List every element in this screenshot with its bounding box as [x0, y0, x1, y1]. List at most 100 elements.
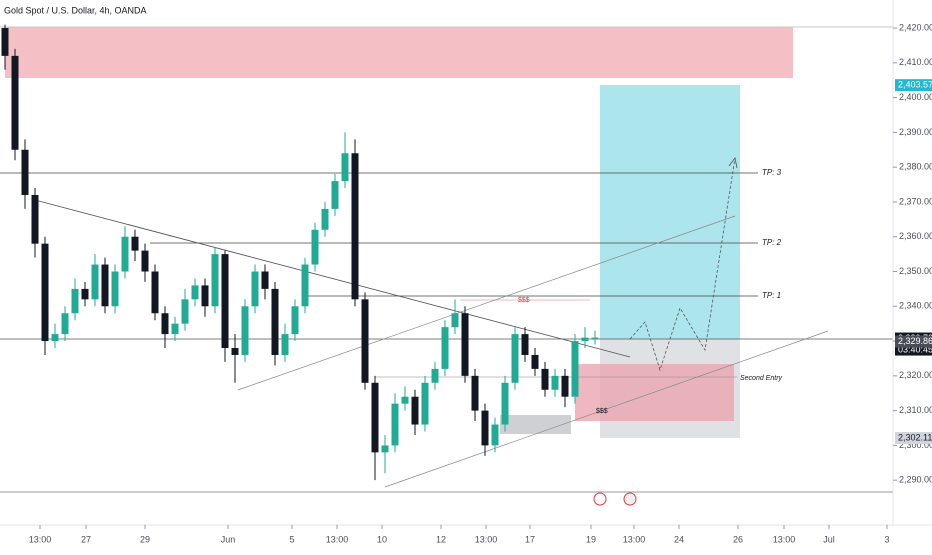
projection-path: [629, 157, 736, 372]
y-tick-label: 2,290.000: [899, 475, 932, 485]
candle-body: [551, 375, 559, 390]
price-tag: [895, 335, 932, 348]
x-tick-label: 19: [586, 534, 596, 544]
candle-body: [261, 271, 269, 289]
candle-body: [391, 403, 399, 446]
x-tick-label: 13:00: [29, 534, 52, 544]
candle-body: [241, 306, 249, 355]
candle-body: [11, 55, 19, 150]
candle-body: [401, 396, 409, 404]
y-tick-label: 2,310.000: [899, 405, 932, 415]
candle-body: [331, 181, 339, 209]
candle-body: [281, 334, 289, 355]
candle-body: [291, 306, 299, 335]
channel-line: [237, 215, 736, 391]
x-tick-label: Jul: [823, 534, 835, 544]
candle-body: [471, 375, 479, 411]
candle-body: [61, 313, 69, 335]
candle-body: [451, 313, 459, 328]
candle-body: [181, 299, 189, 324]
candle-body: [351, 153, 359, 300]
candle-body: [131, 236, 139, 251]
drawing-layer: TP: 3 TP: 2 TP: 1 Second Entry $$$ $$$: [0, 26, 893, 493]
candle-body: [311, 229, 319, 265]
demand-zone: [500, 415, 571, 434]
candle-body: [371, 382, 379, 453]
arrow-head: [728, 157, 738, 169]
candle-body: [581, 337, 589, 342]
x-tick-label: 27: [81, 534, 91, 544]
y-tick-label: 2,300.000: [899, 440, 932, 450]
candle-body: [1, 28, 9, 56]
candle-body: [561, 375, 569, 397]
second-entry-label: Second Entry: [740, 375, 783, 382]
event-icon[interactable]: [623, 492, 637, 506]
x-tick-label: 3: [884, 534, 889, 544]
candle-body: [361, 299, 369, 383]
y-tick-label: 2,400.000: [899, 92, 932, 102]
tp3-label: TP: 3: [762, 168, 782, 177]
candle-body: [31, 194, 39, 244]
x-tick-label: 13:00: [773, 534, 796, 544]
x-tick-label: 29: [140, 534, 150, 544]
x-tick-label: 24: [674, 534, 684, 544]
candle-body: [221, 254, 229, 349]
candle-body: [121, 236, 129, 272]
x-tick-label: 12: [436, 534, 446, 544]
x-tick-label: Jun: [221, 534, 236, 544]
candle-body: [481, 410, 489, 446]
candle-body: [81, 288, 89, 300]
trend-line: [34, 199, 631, 358]
candle-body: [161, 313, 169, 335]
price-tag-label: 2,329.863: [898, 336, 932, 346]
x-tick-label: 13:00: [623, 534, 646, 544]
price-tag-label: 2,403.577: [898, 80, 932, 90]
x-tick-label: 10: [377, 534, 387, 544]
chart-title: Gold Spot / U.S. Dollar, 4h, OANDA: [4, 5, 147, 15]
candle-body: [491, 424, 499, 446]
candle-body: [71, 288, 79, 314]
tp1-label: TP: 1: [762, 291, 781, 300]
candle-body: [531, 354, 539, 369]
x-tick-label: 13:00: [326, 534, 349, 544]
x-tick-label: 17: [525, 534, 535, 544]
candle-body: [171, 323, 179, 335]
candle-body: [591, 337, 599, 339]
candle-body: [571, 341, 579, 397]
x-tick-label: 26: [733, 534, 743, 544]
candle-body: [191, 285, 199, 300]
y-tick-label: 2,410.000: [899, 57, 932, 67]
y-tick-label: 2,380.000: [899, 162, 932, 172]
liquidity-label: $$$: [518, 297, 530, 304]
candle-body: [301, 264, 309, 307]
y-tick-label: 2,390.000: [899, 127, 932, 137]
candle-body: [41, 243, 49, 342]
candle-body: [321, 208, 329, 230]
candle-body: [521, 334, 529, 355]
countdown: 03:40:45: [898, 344, 932, 354]
candle-body: [251, 271, 259, 307]
tp2-label: TP: 2: [762, 238, 782, 247]
candle-body: [111, 271, 119, 307]
candle-body: [381, 445, 389, 453]
candle-body: [271, 288, 279, 355]
candle-body: [91, 264, 99, 300]
channel-line: [384, 330, 829, 488]
candle-body: [541, 368, 549, 390]
candle-body: [431, 368, 439, 383]
price-tag: [895, 432, 932, 445]
candle-body: [211, 254, 219, 307]
candle-body: [231, 348, 239, 355]
target-zone: [600, 85, 740, 339]
candle-body: [461, 313, 469, 376]
x-tick-label: 13:00: [475, 534, 498, 544]
candle-body: [51, 334, 59, 342]
candle-body: [201, 285, 209, 307]
y-tick-label: 2,370.000: [899, 196, 932, 206]
candle-body: [151, 271, 159, 314]
event-icon[interactable]: [593, 492, 607, 506]
candle-body: [341, 153, 349, 182]
y-tick-label: 2,320.000: [899, 370, 932, 380]
candle-body: [441, 327, 449, 369]
